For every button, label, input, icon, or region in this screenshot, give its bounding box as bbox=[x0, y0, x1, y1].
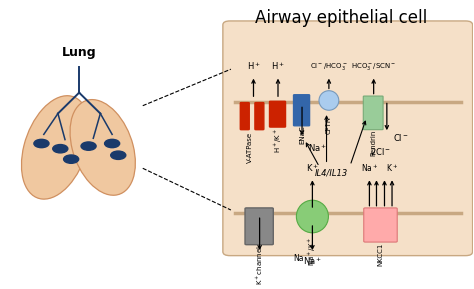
Text: Na$^+$: Na$^+$ bbox=[361, 162, 378, 174]
Text: IL4/IL13: IL4/IL13 bbox=[315, 169, 348, 178]
Text: K$^+$channel: K$^+$channel bbox=[255, 245, 265, 285]
Text: Na: Na bbox=[293, 254, 303, 263]
Text: H$^+$/K$^+$: H$^+$/K$^+$ bbox=[273, 128, 283, 153]
Text: Cl$^-$/HCO$_3^-$: Cl$^-$/HCO$_3^-$ bbox=[310, 61, 348, 72]
Ellipse shape bbox=[70, 100, 136, 195]
Text: Cl$^-$: Cl$^-$ bbox=[392, 132, 408, 143]
Text: Pendrin: Pendrin bbox=[371, 129, 377, 155]
FancyBboxPatch shape bbox=[293, 95, 310, 126]
FancyBboxPatch shape bbox=[270, 101, 285, 127]
Ellipse shape bbox=[296, 200, 328, 233]
Text: NKCC1: NKCC1 bbox=[378, 242, 384, 266]
Text: H$^+$: H$^+$ bbox=[246, 60, 260, 72]
FancyBboxPatch shape bbox=[223, 21, 473, 256]
Text: Na$^+$/K$^+$: Na$^+$/K$^+$ bbox=[307, 236, 318, 266]
Text: K$^+$: K$^+$ bbox=[306, 162, 319, 174]
Ellipse shape bbox=[319, 91, 339, 110]
FancyBboxPatch shape bbox=[364, 208, 397, 242]
FancyBboxPatch shape bbox=[363, 96, 383, 130]
FancyBboxPatch shape bbox=[240, 103, 249, 130]
Text: CFTR: CFTR bbox=[326, 116, 332, 134]
Text: Na$^+$: Na$^+$ bbox=[308, 142, 327, 154]
Text: K$^+$: K$^+$ bbox=[386, 162, 398, 174]
FancyBboxPatch shape bbox=[245, 208, 273, 245]
Text: Airway epithelial cell: Airway epithelial cell bbox=[255, 9, 427, 27]
Circle shape bbox=[81, 142, 96, 150]
Text: HCO$_3^-$/SCN$^-$: HCO$_3^-$/SCN$^-$ bbox=[351, 61, 396, 72]
Circle shape bbox=[111, 151, 126, 160]
Circle shape bbox=[53, 144, 68, 153]
Text: V-ATPase: V-ATPase bbox=[247, 132, 253, 163]
Circle shape bbox=[64, 155, 79, 163]
Text: H$^+$: H$^+$ bbox=[271, 60, 285, 72]
FancyBboxPatch shape bbox=[255, 103, 264, 130]
Text: 2Cl$^-$: 2Cl$^-$ bbox=[370, 146, 391, 157]
Circle shape bbox=[34, 139, 49, 148]
Text: ENaC: ENaC bbox=[299, 125, 305, 144]
Text: Na$^+$: Na$^+$ bbox=[303, 256, 322, 267]
Circle shape bbox=[105, 139, 119, 148]
Text: Lung: Lung bbox=[62, 46, 96, 59]
Ellipse shape bbox=[21, 96, 90, 199]
